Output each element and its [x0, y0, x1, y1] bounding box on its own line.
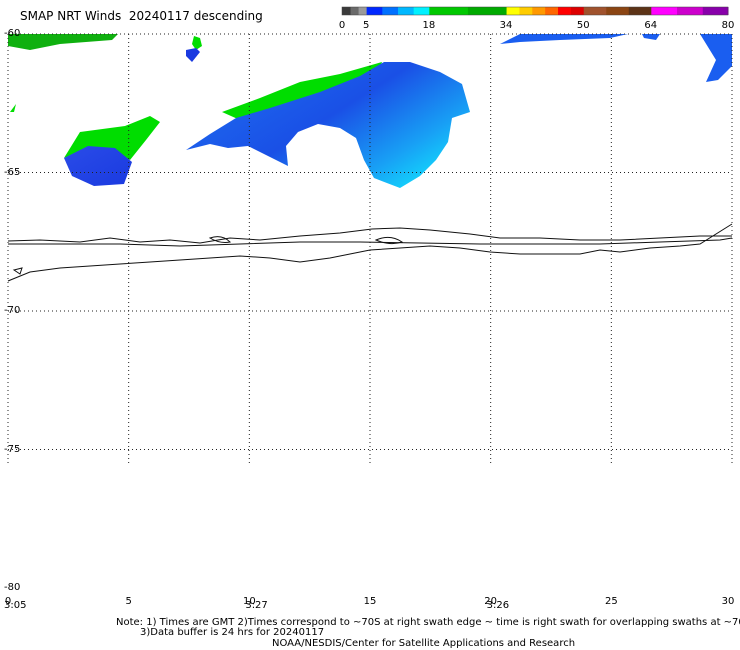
latitude-label: -60 [4, 28, 21, 39]
latitude-label: -80 [4, 582, 21, 593]
color-scale-tick-label: 5 [362, 20, 370, 31]
wind-patch [500, 34, 628, 44]
longitude-label: 0 [4, 596, 12, 607]
note-line-1: Note: 1) Times are GMT 2)Times correspon… [116, 617, 740, 628]
note-line-2: 3)Data buffer is 24 hrs for 20240117 [140, 627, 325, 638]
color-scale-tick-label: 0 [338, 20, 346, 31]
color-scale-swatch [413, 7, 430, 15]
wind-patch [186, 48, 200, 62]
color-scale-swatch [350, 7, 359, 15]
swath-time-label: 3:05 [4, 600, 27, 611]
coastline [7, 223, 733, 282]
color-scale-swatch [428, 7, 468, 15]
wind-patch [186, 62, 470, 188]
color-scale-swatch [605, 7, 629, 15]
swath-time-label: 3:26 [486, 600, 510, 611]
wind-patch [700, 34, 732, 82]
swath-time-label: 3:27 [245, 600, 268, 611]
wind-patch [64, 116, 160, 160]
color-scale-swatch [676, 7, 703, 15]
credit-line: NOAA/NESDIS/Center for Satellite Applica… [272, 638, 576, 649]
color-scale-tick-label: 64 [644, 20, 658, 31]
wind-patch [8, 34, 118, 50]
color-scale-swatch [366, 7, 383, 15]
wind-patch [222, 62, 382, 120]
color-scale-swatch [506, 7, 520, 15]
color-scale-swatch [397, 7, 414, 15]
wind-patch [642, 34, 660, 40]
color-scale-swatch [518, 7, 533, 15]
longitude-label: 20 [484, 596, 498, 607]
color-scale-swatch [583, 7, 607, 15]
longitude-label: 30 [721, 596, 735, 607]
color-scale-tick-label: 80 [721, 20, 735, 31]
wind-swaths [8, 34, 732, 188]
longitude-label: 15 [363, 596, 377, 607]
color-scale-swatch [557, 7, 571, 15]
map-title: SMAP NRT Winds 20240117 descending [20, 9, 263, 23]
color-scale-swatch [628, 7, 652, 15]
latitude-label: -75 [4, 443, 21, 455]
color-scale-tick-label: 18 [422, 20, 436, 31]
color-scale-tick-label: 50 [576, 20, 590, 31]
wind-patch [64, 146, 132, 186]
longitude-label: 25 [604, 596, 618, 607]
longitude-label: 5 [125, 596, 132, 607]
latitude-label: -70 [4, 305, 21, 316]
color-scale-swatch [531, 7, 546, 15]
wind-speed-color-scale [341, 6, 729, 16]
color-scale-swatch [381, 7, 398, 15]
color-scale-swatch [650, 7, 678, 15]
color-scale-swatch [358, 7, 367, 15]
color-scale-swatch [570, 7, 584, 15]
latitude-label: -65 [4, 166, 21, 178]
color-scale-swatch [467, 7, 507, 15]
color-scale-swatch [544, 7, 559, 15]
longitude-label: 10 [242, 596, 256, 607]
color-scale-tick-label: 34 [499, 20, 513, 31]
wind-patch [10, 104, 16, 112]
color-scale-swatch [702, 7, 729, 15]
color-scale-swatch [342, 7, 351, 15]
wind-patch [192, 36, 202, 50]
